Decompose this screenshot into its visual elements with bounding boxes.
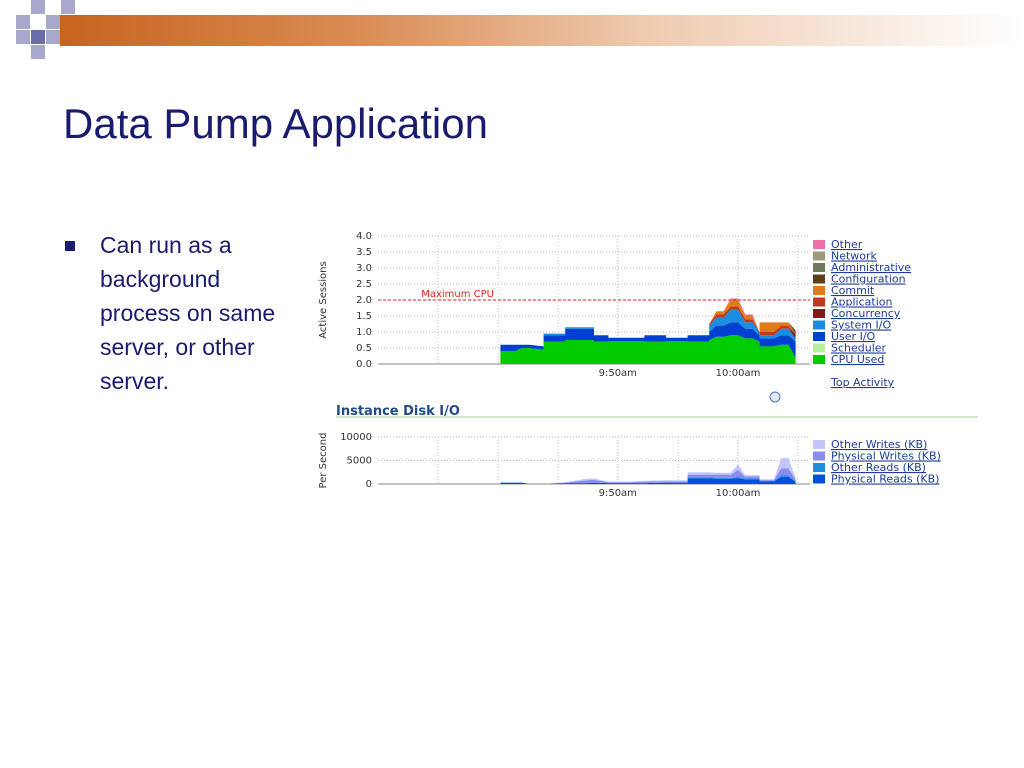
top-activity-link[interactable]: Top Activity bbox=[830, 376, 895, 389]
x-tick-label: 10:00am bbox=[716, 368, 761, 379]
y-tick-label: 0.5 bbox=[356, 343, 372, 354]
y-tick-label: 0 bbox=[366, 479, 372, 490]
area-series bbox=[378, 476, 796, 484]
legend-swatch bbox=[813, 251, 825, 261]
legend-link[interactable]: User I/O bbox=[831, 330, 876, 343]
legend-swatch bbox=[813, 355, 825, 364]
header-banner bbox=[60, 15, 1024, 46]
legend-swatch bbox=[813, 474, 825, 484]
y-tick-label: 0.0 bbox=[356, 359, 372, 370]
legend-link[interactable]: Other Reads (KB) bbox=[831, 461, 926, 474]
x-tick-label: 9:50am bbox=[599, 488, 637, 499]
legend-link[interactable]: Configuration bbox=[831, 273, 906, 286]
legend-swatch bbox=[813, 320, 825, 330]
slide-title: Data Pump Application bbox=[63, 100, 488, 147]
legend-link[interactable]: Other bbox=[831, 238, 863, 251]
max-cpu-label: Maximum CPU bbox=[421, 289, 494, 300]
disk-io-chart: 0 5000 10000 9:50am 10:00am Per Second Other W… bbox=[318, 404, 978, 499]
legend-link[interactable]: Scheduler bbox=[831, 342, 887, 355]
legend-swatch bbox=[813, 240, 825, 249]
legend-link[interactable]: Application bbox=[831, 296, 892, 309]
legend-swatch bbox=[813, 263, 825, 272]
y-axis-label: Per Second bbox=[318, 433, 329, 489]
legend-link[interactable]: Commit bbox=[831, 284, 875, 297]
deco-square bbox=[46, 15, 60, 29]
y-tick-label: 2.5 bbox=[356, 279, 372, 290]
y-tick-label: 3.0 bbox=[356, 263, 372, 274]
area-series bbox=[378, 335, 796, 364]
area-series bbox=[378, 475, 796, 484]
deco-square bbox=[16, 15, 30, 29]
legend-link[interactable]: System I/O bbox=[831, 319, 891, 332]
legend-link[interactable]: Physical Reads (KB) bbox=[831, 473, 939, 486]
legend-link[interactable]: Concurrency bbox=[831, 307, 901, 320]
x-tick-label: 9:50am bbox=[599, 368, 637, 379]
legend-swatch bbox=[813, 440, 825, 449]
y-tick-label: 1.5 bbox=[356, 311, 372, 322]
legend-link[interactable]: CPU Used bbox=[831, 353, 884, 366]
legend-link[interactable]: Physical Writes (KB) bbox=[831, 450, 941, 463]
legend-swatch bbox=[813, 286, 825, 295]
y-axis-label: Active Sessions bbox=[318, 261, 329, 338]
deco-square bbox=[16, 30, 30, 44]
deco-square bbox=[46, 30, 60, 44]
legend-link[interactable]: Administrative bbox=[831, 261, 911, 274]
area-series bbox=[378, 458, 796, 484]
deco-square bbox=[61, 0, 75, 14]
deco-square bbox=[31, 30, 45, 44]
bullet-text: Can run as a background process on same … bbox=[100, 232, 276, 394]
deco-square bbox=[31, 45, 45, 59]
y-tick-label: 10000 bbox=[340, 432, 372, 443]
y-tick-label: 4.0 bbox=[356, 231, 372, 242]
active-sessions-chart: 0.0 0.5 1.0 1.5 2.0 2.5 3.0 3.5 4.0 9:50am 10:00am… bbox=[318, 231, 911, 403]
deco-square bbox=[31, 0, 45, 14]
y-tick-label: 2.0 bbox=[356, 295, 372, 306]
refresh-icon[interactable] bbox=[769, 391, 781, 403]
x-tick-label: 10:00am bbox=[716, 488, 761, 499]
y-tick-label: 3.5 bbox=[356, 247, 372, 258]
legend-swatch bbox=[813, 463, 825, 472]
legend-swatch bbox=[813, 332, 825, 341]
area-series bbox=[378, 322, 796, 364]
legend-link[interactable]: Network bbox=[831, 250, 878, 263]
legend-link[interactable]: Other Writes (KB) bbox=[831, 438, 927, 451]
bullet-marker bbox=[65, 241, 75, 251]
y-tick-label: 1.0 bbox=[356, 327, 372, 338]
legend-swatch bbox=[813, 309, 825, 318]
y-tick-label: 5000 bbox=[347, 456, 372, 467]
legend-swatch bbox=[813, 343, 825, 353]
area-series bbox=[378, 468, 796, 484]
chart-title: Instance Disk I/O bbox=[336, 404, 460, 419]
legend-swatch bbox=[813, 274, 825, 284]
legend-swatch bbox=[813, 297, 825, 307]
legend-swatch bbox=[813, 451, 825, 461]
